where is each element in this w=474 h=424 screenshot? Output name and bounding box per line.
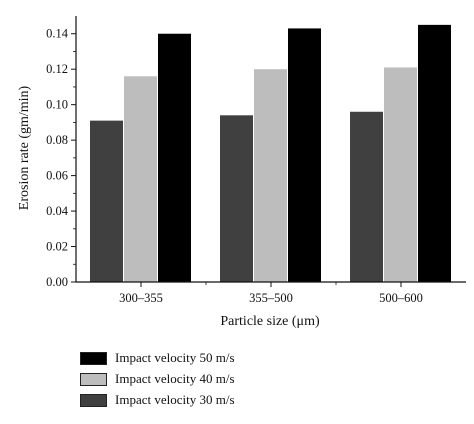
bar-355-500-series-2 [288,28,321,283]
erosion-bar-chart: 0.00 0.02 0.04 0.06 0.08 0.10 0.12 0.14 300–355 3… [17,16,466,329]
bar-300-355-series-0 [90,120,123,282]
legend-item: Impact velocity 40 m/s [80,369,235,389]
y-tick-label: 0.02 [46,240,68,254]
legend-swatch [80,393,107,407]
bar-355-500-series-0 [220,115,253,282]
labels-layer: 0.00 0.02 0.04 0.06 0.08 0.10 0.12 0.14 300–355 3… [46,27,423,305]
bar-500-600-series-0 [350,111,383,282]
bar-300-355-series-1 [124,76,157,282]
x-tick-label: 500–600 [379,291,423,305]
axes-layer [71,16,466,287]
x-axis-title: Particle size (μm) [220,314,320,329]
legend-label: Impact velocity 40 m/s [115,371,235,386]
legend-label: Impact velocity 30 m/s [115,392,235,407]
y-tick-label: 0.04 [46,204,69,218]
y-tick-label: 0.06 [46,169,68,183]
chart-legend: Impact velocity 50 m/s Impact velocity 40… [80,348,235,411]
y-tick-label: 0.08 [46,133,68,147]
y-tick-label: 0.12 [46,62,68,76]
bar-355-500-series-1 [254,69,287,282]
legend-item: Impact velocity 30 m/s [80,390,235,410]
bar-500-600-series-2 [418,24,451,282]
x-tick-label: 355–500 [249,291,293,305]
x-tick-label: 300–355 [119,291,163,305]
y-tick-label: 0.14 [46,27,69,41]
y-tick-label: 0.00 [46,275,68,289]
bar-300-355-series-2 [158,33,191,282]
legend-swatch [80,351,107,365]
y-tick-label: 0.10 [46,98,68,112]
legend-swatch [80,372,107,386]
bar-500-600-series-1 [384,67,417,282]
y-axis-title: Erosion rate (gm/min) [17,85,32,210]
bars-layer [90,24,451,283]
legend-item: Impact velocity 50 m/s [80,348,235,368]
legend-label: Impact velocity 50 m/s [115,350,235,365]
